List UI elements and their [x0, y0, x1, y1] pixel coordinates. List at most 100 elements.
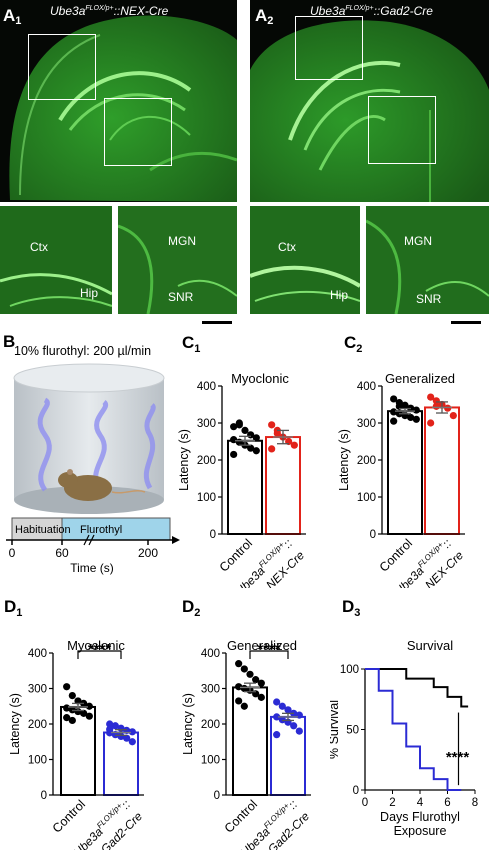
c2-point-0-8 — [407, 413, 415, 422]
c2-title: Generalized — [385, 371, 455, 386]
d2-point-1-2 — [284, 706, 292, 714]
d2-ytick-label-0: 0 — [214, 790, 220, 802]
flurothyl-label: Flurothyl — [80, 524, 122, 536]
d2-point-1-9 — [295, 727, 303, 735]
c2-point-1-4 — [449, 412, 457, 420]
region-label-hip: Hip — [80, 286, 99, 300]
d2-point-1-6 — [278, 716, 286, 724]
c1-point-1-6 — [273, 429, 281, 437]
d1-sig-stars: **** — [88, 641, 112, 658]
timeline-tick-0: 0 — [9, 546, 16, 560]
c1-ytick-label-200: 200 — [197, 455, 216, 467]
region-label-mgn-2: MGN — [404, 234, 432, 248]
d1-title: Myoclonic — [67, 638, 125, 653]
chart-d2-generalized: D2 Generalized 0 100 200 300 400 Latency (s) Con… — [181, 597, 312, 850]
c1-point-1-0 — [268, 421, 276, 429]
c2-point-0-10 — [390, 417, 398, 425]
a1-section-drawing — [9, 15, 237, 202]
c1-point-0-0 — [230, 423, 238, 431]
d1-point-0-11 — [68, 716, 76, 725]
d2-point-0-9 — [257, 693, 265, 701]
panel-b-timeline: Habituation Flurothyl 0 60 200 Time (s) — [6, 517, 180, 575]
d2-panel-letter: D2 — [182, 597, 200, 619]
region-label-ctx-2: Ctx — [278, 240, 296, 254]
d1-point-1-8 — [123, 734, 131, 742]
d2-ytick-label-300: 300 — [201, 684, 220, 696]
d3-xlabel-line2: Exposure — [394, 824, 447, 838]
c2-ytick-label-200: 200 — [357, 455, 376, 467]
c2-point-1-1 — [432, 397, 440, 405]
d2-point-0-3 — [252, 676, 260, 684]
panel-label-a2: A2 — [255, 6, 274, 27]
c1-ytick-label-100: 100 — [197, 492, 216, 504]
c1-title: Myoclonic — [231, 371, 289, 386]
c1-point-1-4 — [290, 441, 298, 449]
d2-point-1-5 — [273, 713, 281, 721]
d1-point-0-8 — [80, 709, 88, 717]
d3-ytick-label-50: 50 — [346, 725, 359, 737]
c2-panel-letter: C2 — [344, 333, 362, 355]
c1-bar-1 — [265, 436, 301, 535]
a2-ctx-box — [295, 16, 363, 80]
a1-whole-section-image — [0, 0, 237, 202]
d1-point-0-5 — [63, 704, 71, 712]
d3-panel-letter: D3 — [342, 597, 360, 619]
d2-point-1-4 — [295, 711, 303, 719]
a2-genotype-title: Ube3aFLOX/p+::Gad2-Cre — [310, 4, 433, 18]
d2-point-0-4 — [257, 679, 265, 687]
d1-point-1-10 — [106, 725, 114, 733]
a1-mgn-snr-inset: MGN SNR — [118, 206, 237, 314]
d2-point-0-6 — [240, 684, 248, 693]
d2-point-0-5 — [235, 683, 243, 691]
d3-sig-stars: **** — [446, 749, 470, 766]
d3-ytick-label-100: 100 — [340, 664, 359, 676]
d2-ytick-label-200: 200 — [201, 719, 220, 731]
c2-point-0-0 — [390, 395, 398, 403]
d1-ytick-label-200: 200 — [28, 719, 47, 731]
d3-title: Survival — [407, 638, 453, 653]
c1-point-0-11 — [235, 419, 243, 427]
c2-ytick-label-400: 400 — [357, 381, 376, 393]
c2-point-0-9 — [412, 415, 420, 423]
c2-point-1-3 — [444, 404, 452, 412]
d1-panel-letter: D1 — [4, 597, 22, 619]
c2-point-0-5 — [390, 408, 398, 416]
region-label-snr-2: SNR — [416, 292, 442, 306]
d1-point-0-9 — [85, 712, 93, 720]
d2-ylabel: Latency (s) — [181, 693, 195, 755]
d1-point-0-1 — [68, 692, 76, 700]
d1-ytick-label-100: 100 — [28, 755, 47, 767]
d2-point-0-11 — [240, 702, 248, 710]
d3-xtick-label-6: 6 — [444, 797, 450, 809]
d3-xtick-label-0: 0 — [362, 797, 368, 809]
d1-ylabel: Latency (s) — [8, 693, 22, 755]
d3-xtick-label-4: 4 — [417, 797, 424, 809]
c2-xcat-control: Control — [377, 536, 415, 574]
c2-ytick-label-300: 300 — [357, 418, 376, 430]
d2-sig-stars: **** — [257, 641, 281, 658]
a2-ctx-hip-inset: Ctx Hip — [250, 206, 360, 314]
d1-point-1-9 — [128, 738, 136, 746]
d3-xtick-label-8: 8 — [472, 797, 478, 809]
c2-point-1-5 — [427, 419, 435, 427]
c2-point-1-0 — [427, 393, 435, 401]
c2-point-0-4 — [412, 406, 420, 414]
panel-label-b: B — [3, 332, 16, 351]
timeline-tick-200: 200 — [138, 546, 158, 560]
d2-point-0-0 — [235, 660, 243, 668]
timeline-xlabel: Time (s) — [70, 561, 114, 575]
d3-series-line-0 — [365, 668, 469, 708]
c2-ytick-label-0: 0 — [370, 529, 376, 541]
d1-ytick-label-300: 300 — [28, 684, 47, 696]
c2-point-1-6 — [432, 402, 440, 410]
c1-ytick-label-0: 0 — [210, 529, 216, 541]
d1-sig-bracket — [77, 650, 122, 659]
d3-ylabel: % Survival — [330, 700, 341, 759]
d2-title: Generalized — [227, 638, 297, 653]
panel-b-title: 10% flurothyl: 200 µl/min — [14, 344, 152, 358]
d1-point-1-7 — [117, 732, 125, 741]
d2-point-0-2 — [246, 670, 254, 678]
d1-point-1-1 — [111, 722, 119, 730]
c2-bar-1 — [424, 406, 460, 535]
d1-point-0-4 — [85, 702, 93, 710]
